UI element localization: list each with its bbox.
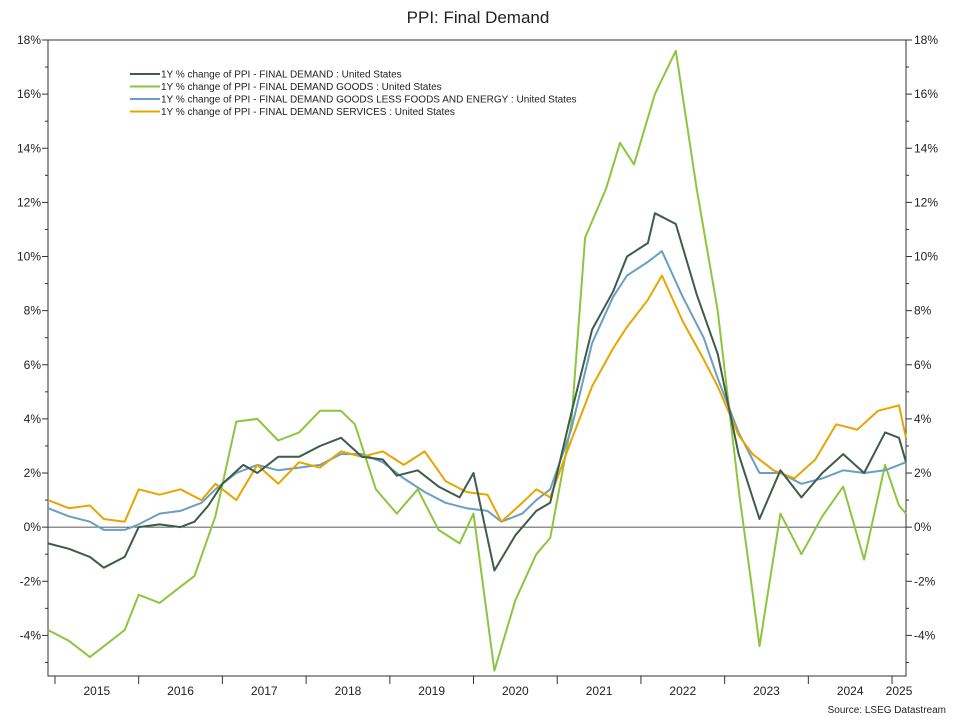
source-note: Source: LSEG Datastream (828, 705, 946, 716)
series-line-2 (47, 49, 907, 672)
y-tick-label-left: 14% (17, 141, 41, 155)
y-tick-label-right: 6% (914, 358, 932, 372)
x-tick-label: 2025 (886, 684, 913, 698)
series-line-4 (47, 274, 907, 523)
x-tick-label: 2023 (753, 684, 780, 698)
y-tick-label-left: 16% (17, 87, 41, 101)
chart-title: PPI: Final Demand (407, 8, 550, 27)
y-tick-label-right: 14% (914, 141, 938, 155)
x-tick-label: 2017 (251, 684, 278, 698)
series-line-3 (47, 250, 907, 531)
y-tick-label-left: 8% (24, 304, 42, 318)
legend-label-2: 1Y % change of PPI - FINAL DEMAND GOODS … (161, 82, 442, 93)
plot-area (47, 39, 907, 677)
legend: 1Y % change of PPI - FINAL DEMAND : Unit… (130, 70, 577, 118)
x-tick-label: 2024 (837, 684, 864, 698)
legend-label-1: 1Y % change of PPI - FINAL DEMAND : Unit… (161, 70, 402, 81)
y-tick-label-left: 4% (24, 412, 42, 426)
y-tick-label-right: 16% (914, 87, 938, 101)
y-tick-label-right: -4% (914, 628, 936, 642)
y-tick-label-right: 18% (914, 33, 938, 47)
y-axis-right: -4% -2% 0% 2% 4% 6% 8% 10% 12% 14% 16% 18% (906, 33, 938, 663)
y-tick-label-right: 4% (914, 412, 932, 426)
x-tick-label: 2021 (586, 684, 613, 698)
legend-label-3: 1Y % change of PPI - FINAL DEMAND GOODS … (161, 95, 577, 106)
x-tick-label: 2018 (335, 684, 362, 698)
series-line-1 (47, 212, 907, 572)
x-tick-label: 2022 (669, 684, 696, 698)
y-tick-label-left: 0% (24, 520, 42, 534)
series-layer (47, 49, 907, 672)
y-tick-label-left: 18% (17, 33, 41, 47)
y-tick-label-left: 12% (17, 195, 41, 209)
y-tick-label-left: -2% (20, 574, 42, 588)
y-tick-label-right: 2% (914, 466, 932, 480)
y-tick-label-left: 6% (24, 358, 42, 372)
y-tick-label-right: -2% (914, 574, 936, 588)
y-tick-label-left: 2% (24, 466, 42, 480)
legend-label-4: 1Y % change of PPI - FINAL DEMAND SERVIC… (161, 107, 455, 118)
x-tick-label: 2020 (502, 684, 529, 698)
x-tick-label: 2016 (167, 684, 194, 698)
y-axis-left: -4% -2% 0% 2% 4% 6% 8% 10% 12% 14% 16% 18% (17, 33, 48, 663)
y-tick-label-left: -4% (20, 628, 42, 642)
y-tick-label-right: 8% (914, 304, 932, 318)
x-tick-label: 2015 (83, 684, 110, 698)
y-tick-label-right: 12% (914, 195, 938, 209)
y-tick-label-right: 0% (914, 520, 932, 534)
y-tick-label-left: 10% (17, 250, 41, 264)
x-axis: 2015 2016 2017 2018 2019 2020 2021 2022 2023 2024… (54, 676, 913, 698)
x-tick-label: 2019 (418, 684, 445, 698)
y-tick-label-right: 10% (914, 250, 938, 264)
